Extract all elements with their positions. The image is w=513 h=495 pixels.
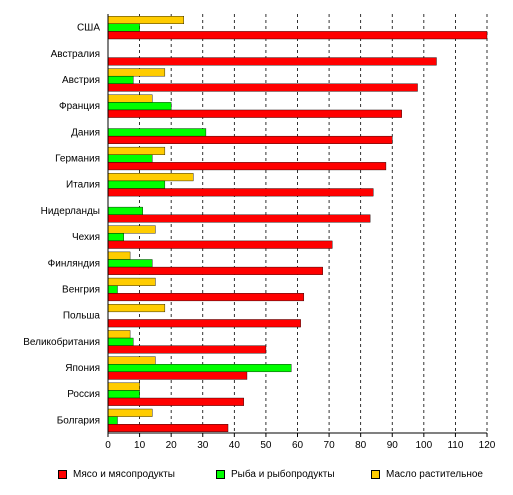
legend-label-oil: Масло растительное [386,469,483,480]
x-tick-label-40: 40 [229,440,241,451]
legend-swatch-meat [58,470,67,479]
category-label-7: Нидерланды [41,206,100,217]
bar-fish-12 [107,337,134,346]
bar-oil-13 [107,356,156,365]
category-label-2: Австрия [62,75,100,86]
category-label-14: Россия [67,389,100,400]
category-label-5: Германия [55,154,100,165]
category-label-0: США [77,23,100,34]
bar-meat-12 [107,345,267,354]
bar-oil-6 [107,173,194,182]
bar-meat-10 [107,293,305,302]
category-label-12: Великобритания [23,336,100,348]
bar-meat-5 [107,162,387,171]
bar-fish-15 [107,416,118,425]
bar-meat-15 [107,424,229,433]
bar-oil-10 [107,277,156,286]
bar-meat-6 [107,188,374,197]
bar-meat-1 [107,57,437,66]
category-label-15: Болгария [57,415,100,426]
category-label-1: Австралия [51,49,100,60]
legend-label-fish: Рыба и рыбопродукты [231,469,335,480]
category-label-6: Италия [66,180,100,191]
x-tick-label-100: 100 [415,440,432,451]
legend-label-meat: Мясо и мясопродукты [73,469,175,480]
x-tick-label-0: 0 [105,440,111,451]
bar-oil-8 [107,225,156,234]
category-label-3: Франция [59,101,100,112]
bar-meat-8 [107,240,333,249]
x-tick-label-20: 20 [166,440,178,451]
bar-meat-4 [107,135,393,144]
bar-fish-7 [107,206,143,215]
bar-meat-11 [107,319,301,328]
category-label-4: Дания [71,127,100,138]
category-label-11: Польша [63,311,101,322]
x-tick-label-30: 30 [197,440,209,451]
bar-oil-2 [107,68,166,77]
bar-fish-14 [107,390,140,399]
category-label-9: Финляндия [48,258,100,269]
legend-swatch-oil [371,470,380,479]
category-label-8: Чехия [72,232,100,243]
x-tick-label-90: 90 [387,440,399,451]
x-tick-label-50: 50 [260,440,272,451]
x-tick-label-10: 10 [134,440,146,451]
bar-meat-2 [107,83,418,92]
legend-item-fish: Рыба и рыбопродукты [216,469,335,480]
bar-fish-2 [107,75,134,84]
bar-oil-9 [107,251,131,260]
bar-fish-3 [107,102,172,111]
bar-meat-7 [107,214,371,223]
bar-oil-3 [107,94,153,103]
bar-fish-6 [107,180,166,189]
x-tick-label-110: 110 [447,440,463,451]
bar-fish-13 [107,364,292,373]
bar-oil-11 [107,304,166,313]
category-label-13: Япония [65,363,100,374]
bar-fish-8 [107,233,124,242]
legend: Мясо и мясопродукты Рыба и рыбопродукты … [0,469,513,485]
bar-fish-5 [107,154,153,163]
bar-meat-9 [107,266,323,275]
legend-item-oil: Масло растительное [371,469,483,480]
bar-fish-4 [107,128,207,137]
bar-meat-0 [107,31,488,40]
bar-oil-5 [107,146,166,155]
bar-oil-0 [107,16,185,25]
legend-item-meat: Мясо и мясопродукты [58,469,175,480]
legend-swatch-fish [216,470,225,479]
bar-meat-3 [107,109,402,118]
x-tick-label-120: 120 [479,440,496,451]
bar-fish-10 [107,285,118,294]
x-tick-label-80: 80 [355,440,367,451]
bar-fish-9 [107,259,153,268]
bar-fish-0 [107,23,140,32]
bar-meat-14 [107,397,245,406]
category-label-10: Венгрия [62,284,100,295]
x-tick-label-60: 60 [292,440,304,451]
bar-oil-14 [107,382,140,391]
x-tick-label-70: 70 [324,440,336,451]
bar-meat-13 [107,371,248,380]
bar-oil-12 [107,330,131,339]
bar-oil-15 [107,408,153,417]
